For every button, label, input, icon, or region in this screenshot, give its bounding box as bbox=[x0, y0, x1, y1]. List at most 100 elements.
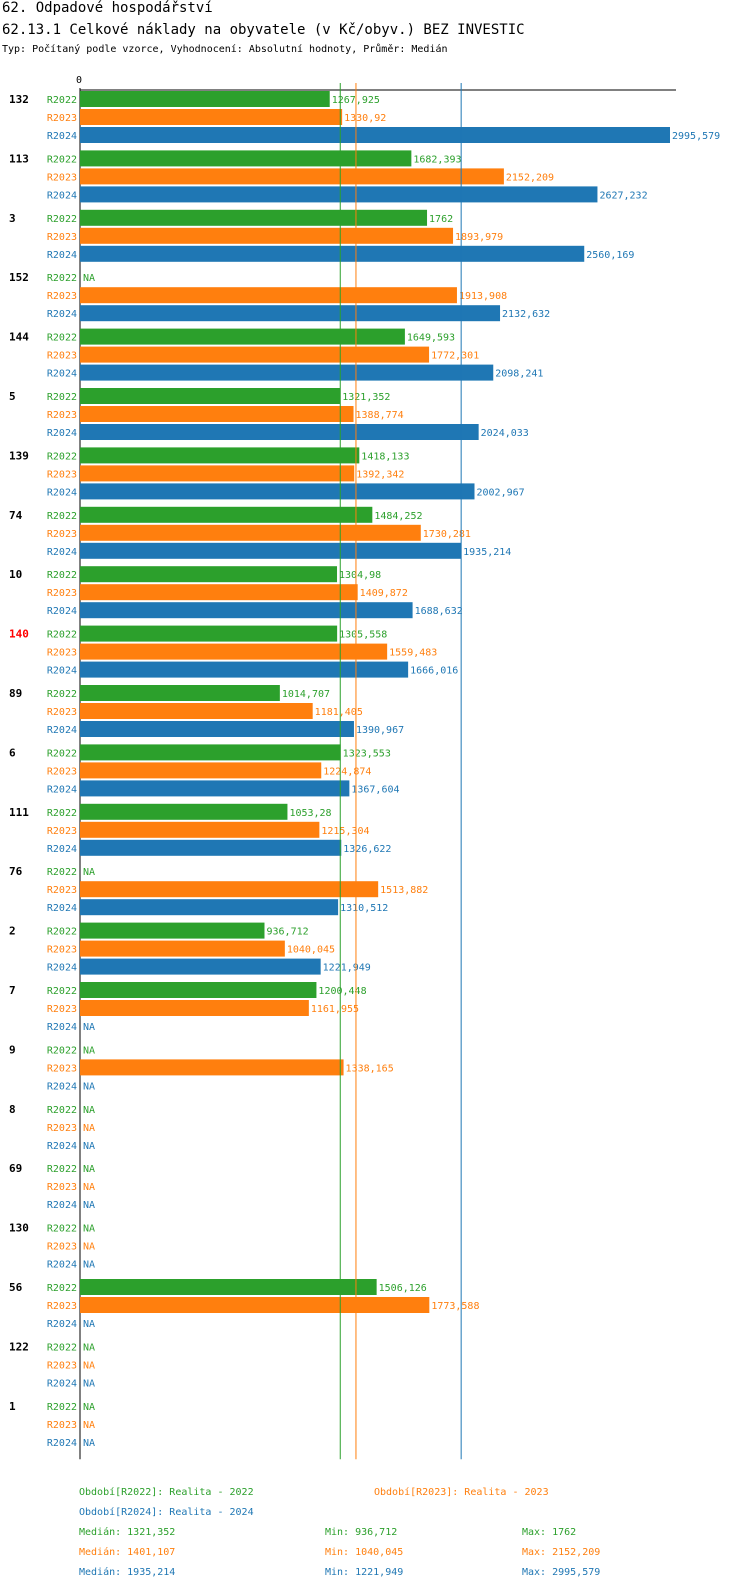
data-label: 1666,016 bbox=[410, 666, 458, 677]
bar bbox=[80, 584, 358, 601]
bar bbox=[80, 821, 320, 838]
group-label: 122 bbox=[9, 1340, 29, 1353]
series-label: R2024 bbox=[47, 131, 77, 142]
legend-min: Min: 1221,949 bbox=[325, 1567, 403, 1578]
data-label: NA bbox=[83, 1045, 95, 1056]
series-label: R2024 bbox=[47, 250, 77, 261]
bar bbox=[80, 1000, 309, 1016]
group-label: 144 bbox=[9, 331, 29, 344]
legend-median: Medián: 1935,214 bbox=[79, 1566, 175, 1578]
series-label: R2023 bbox=[47, 1242, 77, 1253]
series-label: R2023 bbox=[47, 232, 77, 243]
data-label: NA bbox=[83, 1224, 95, 1235]
series-label: R2024 bbox=[47, 1319, 77, 1330]
data-label: 1200,448 bbox=[318, 986, 366, 997]
bar bbox=[80, 685, 280, 701]
series-label: R2023 bbox=[47, 172, 77, 183]
bar bbox=[80, 406, 354, 422]
bar bbox=[80, 109, 343, 125]
series-label: R2022 bbox=[47, 95, 77, 106]
data-label: 2560,169 bbox=[586, 250, 634, 261]
series-label: R2024 bbox=[47, 547, 77, 558]
bar bbox=[80, 566, 338, 583]
bar bbox=[80, 287, 457, 304]
data-label: NA bbox=[83, 1200, 95, 1211]
bar bbox=[80, 1279, 377, 1295]
series-label: R2023 bbox=[47, 945, 77, 956]
data-label: 1388,774 bbox=[356, 410, 404, 421]
data-label: 1688,632 bbox=[415, 606, 463, 617]
series-label: R2024 bbox=[47, 666, 77, 677]
series-label: R2023 bbox=[47, 1301, 77, 1312]
data-label: NA bbox=[83, 1260, 95, 1271]
bar bbox=[80, 661, 409, 678]
data-label: NA bbox=[83, 867, 95, 878]
data-label: 1772,301 bbox=[431, 351, 479, 362]
bar bbox=[80, 922, 265, 939]
bar bbox=[80, 91, 330, 107]
data-label: 1649,593 bbox=[407, 333, 455, 344]
group-label: 152 bbox=[9, 271, 29, 284]
data-label: 1506,126 bbox=[379, 1283, 427, 1294]
legend-median: Medián: 1401,107 bbox=[79, 1546, 175, 1558]
series-label: R2024 bbox=[47, 190, 77, 201]
series-label: R2022 bbox=[47, 392, 77, 403]
bar bbox=[80, 625, 338, 642]
data-label: 1392,342 bbox=[356, 469, 404, 480]
data-label: 1893,979 bbox=[455, 232, 503, 243]
bar bbox=[80, 483, 475, 500]
data-label: 2098,241 bbox=[495, 369, 543, 380]
bar bbox=[80, 186, 598, 203]
bar bbox=[80, 209, 428, 226]
bar bbox=[80, 150, 412, 167]
series-label: R2022 bbox=[47, 154, 77, 165]
data-label: NA bbox=[83, 1123, 95, 1134]
data-label: NA bbox=[83, 1402, 95, 1413]
group-label: 76 bbox=[9, 865, 23, 878]
series-label: R2023 bbox=[47, 588, 77, 599]
data-label: 1682,393 bbox=[413, 154, 461, 165]
data-label: 1418,133 bbox=[361, 451, 409, 462]
series-label: R2024 bbox=[47, 428, 77, 439]
data-label: 2132,632 bbox=[502, 309, 550, 320]
series-label: R2022 bbox=[47, 333, 77, 344]
data-label: 1513,882 bbox=[380, 885, 428, 896]
series-label: R2023 bbox=[47, 648, 77, 659]
series-label: R2024 bbox=[47, 784, 77, 795]
legend-period: Období[R2023]: Realita - 2023 bbox=[374, 1486, 549, 1498]
series-label: R2022 bbox=[47, 867, 77, 878]
legend-max: Max: 2152,209 bbox=[522, 1547, 600, 1558]
chart-subtitle: 62.13.1 Celkové náklady na obyvatele (v … bbox=[2, 22, 525, 38]
data-label: 1559,483 bbox=[389, 648, 437, 659]
bar bbox=[80, 982, 317, 998]
series-label: R2022 bbox=[47, 1283, 77, 1294]
data-label: 1913,908 bbox=[459, 291, 507, 302]
group-label: 139 bbox=[9, 449, 29, 462]
series-label: R2023 bbox=[47, 291, 77, 302]
bar bbox=[80, 602, 413, 619]
bar bbox=[80, 881, 379, 898]
data-label: NA bbox=[83, 1438, 95, 1449]
bar bbox=[80, 839, 342, 856]
legend-median: Medián: 1321,352 bbox=[79, 1526, 175, 1538]
bar bbox=[80, 524, 421, 541]
group-label: 5 bbox=[9, 390, 16, 403]
data-label: 2152,209 bbox=[506, 172, 554, 183]
bar bbox=[80, 762, 322, 779]
series-label: R2023 bbox=[47, 1360, 77, 1371]
data-label: NA bbox=[83, 273, 95, 284]
data-label: NA bbox=[83, 1319, 95, 1330]
series-label: R2023 bbox=[47, 351, 77, 362]
data-label: 1304,98 bbox=[339, 570, 381, 581]
data-label: 1730,281 bbox=[423, 529, 471, 540]
data-label: 2024,033 bbox=[481, 428, 529, 439]
series-label: R2022 bbox=[47, 986, 77, 997]
series-label: R2024 bbox=[47, 725, 77, 736]
series-label: R2024 bbox=[47, 487, 77, 498]
series-label: R2023 bbox=[47, 826, 77, 837]
data-label: 1221,949 bbox=[323, 963, 371, 974]
bar bbox=[80, 1297, 430, 1313]
group-label: 69 bbox=[9, 1162, 22, 1175]
group-label: 10 bbox=[9, 568, 22, 581]
series-label: R2024 bbox=[47, 1378, 77, 1389]
